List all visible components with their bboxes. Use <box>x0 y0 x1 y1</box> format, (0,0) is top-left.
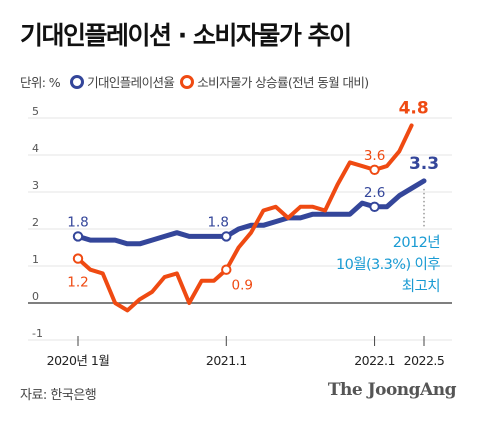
series-line-expected <box>75 178 427 247</box>
legend-marker-cpi <box>180 74 195 89</box>
publisher-logo: The JoongAng <box>327 380 457 400</box>
data-point-marker-cpi <box>221 264 232 275</box>
unit-label: 단위: % <box>20 75 61 90</box>
y-tick-label: 3 <box>32 179 39 192</box>
legend: 단위: % 기대인플레이션율 소비자물가 상승률(전년 동월 대비) <box>20 72 375 91</box>
chart-title: 기대인플레이션 · 소비자물가 추이 <box>20 21 352 50</box>
series-line-cpi <box>76 123 414 313</box>
legend-item-cpi: 소비자물가 상승률(전년 동월 대비) <box>180 72 369 91</box>
legend-label-cpi: 소비자물가 상승률(전년 동월 대비) <box>197 75 369 90</box>
data-point-marker-expected <box>221 231 232 242</box>
legend-marker-expected <box>70 74 85 89</box>
y-tick-label: 2 <box>32 216 39 229</box>
data-label-cpi: 0.9 <box>232 278 253 294</box>
y-tick-label: -1 <box>32 327 43 340</box>
data-label-expected: 3.3 <box>409 154 439 174</box>
data-label-cpi: 4.8 <box>399 98 429 118</box>
legend-label-expected: 기대인플레이션율 <box>87 75 175 90</box>
y-tick-label: 1 <box>32 253 39 266</box>
y-tick-label: 0 <box>32 290 39 303</box>
data-label-cpi: 3.6 <box>364 148 385 164</box>
data-label-cpi: 1.2 <box>67 275 88 291</box>
data-label-expected: 1.8 <box>67 214 88 230</box>
data-point-marker-expected <box>369 201 380 213</box>
data-label-expected: 2.6 <box>364 185 385 201</box>
x-tick-label: 2020년 1월 <box>47 353 110 368</box>
x-tick-label: 2022.1 <box>354 353 395 368</box>
note-text-line: 10월(3.3%) 이후 <box>336 256 440 273</box>
y-tick-label: 5 <box>32 105 39 118</box>
x-tick-label: 2022.5 <box>404 353 445 368</box>
data-point-marker-expected <box>72 231 84 242</box>
note-text-line: 2012년 <box>393 234 440 251</box>
x-tick-label: 2021.1 <box>206 353 247 368</box>
y-tick-label: 4 <box>32 142 39 155</box>
data-label-expected: 1.8 <box>208 214 229 230</box>
note-text-line: 최고치 <box>402 278 440 295</box>
data-point-marker-cpi <box>72 253 84 264</box>
legend-item-expected: 기대인플레이션율 <box>70 72 175 91</box>
source-note: 자료: 한국은행 <box>20 388 97 403</box>
data-point-marker-cpi <box>369 164 380 176</box>
